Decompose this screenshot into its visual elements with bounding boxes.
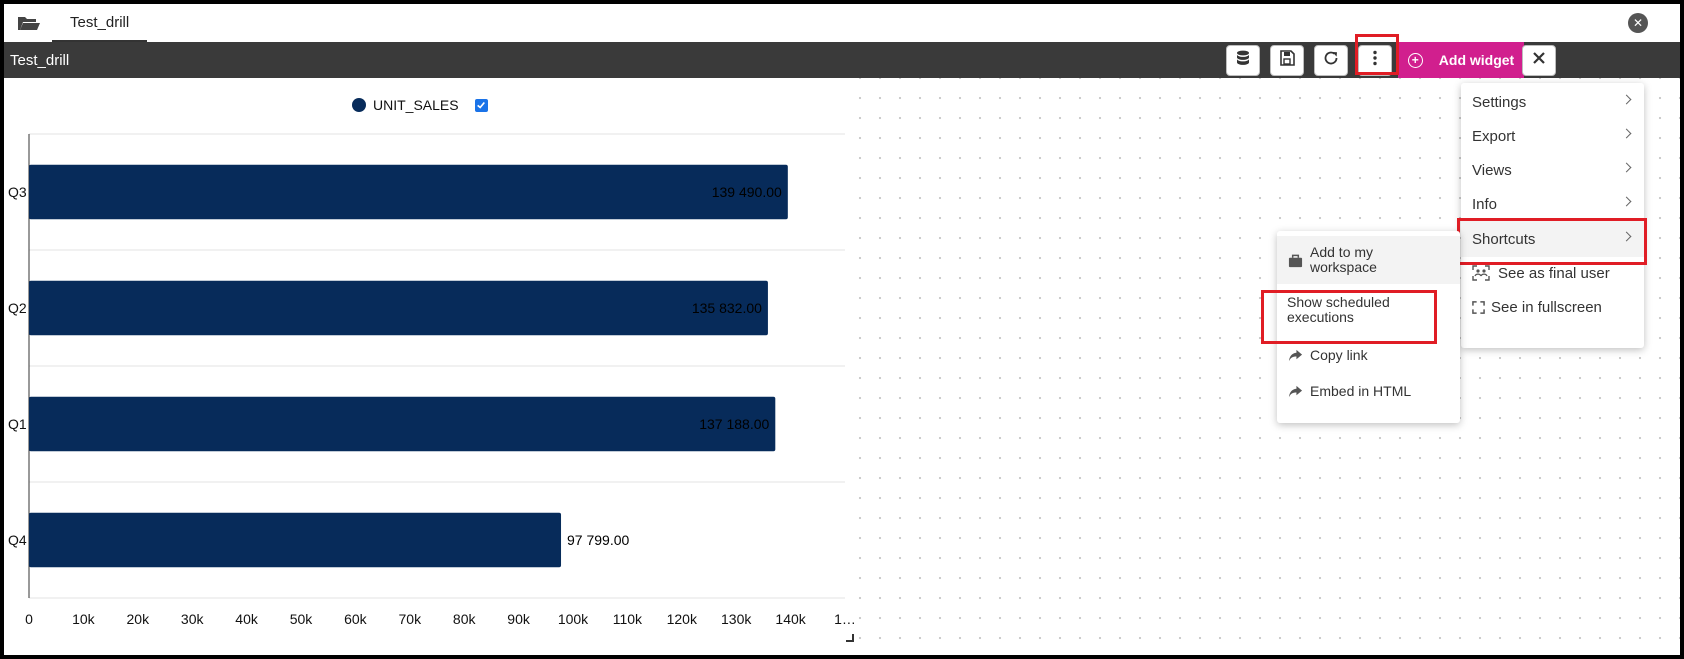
x-tick-label: 60k — [344, 611, 368, 627]
menu-item-see-as-final-user[interactable]: See as final user — [1461, 255, 1644, 291]
x-tick-label: 40k — [235, 611, 259, 627]
x-tick-label: 90k — [507, 611, 531, 627]
datasource-button[interactable] — [1226, 45, 1260, 76]
save-icon — [1278, 49, 1296, 72]
x-tick-label: 1… — [834, 611, 856, 627]
menu-item-label: Shortcuts — [1472, 230, 1536, 248]
save-button[interactable] — [1270, 45, 1304, 76]
x-tick-label: 20k — [127, 611, 151, 627]
fullscreen-icon — [1472, 299, 1485, 315]
menu-item-label: See in fullscreen — [1491, 298, 1602, 316]
bar[interactable] — [29, 280, 768, 336]
data-label: 137 188.00 — [699, 416, 769, 432]
menu-item-label: Info — [1472, 195, 1498, 213]
chevron-right-icon — [1621, 162, 1632, 173]
dashboard-title: Test_drill — [10, 51, 70, 69]
x-tick-label: 50k — [290, 611, 314, 627]
share-arrow-icon — [1287, 383, 1303, 399]
tab-bar: Test_drill ✕ — [4, 4, 1680, 42]
legend-swatch — [352, 98, 366, 112]
final-user-icon — [1472, 265, 1490, 281]
data-label: 97 799.00 — [567, 532, 629, 548]
data-label: 135 832.00 — [692, 300, 762, 316]
category-label: Q3 — [8, 184, 27, 200]
close-dashboard-button[interactable] — [1522, 45, 1556, 76]
more-vertical-icon — [1366, 49, 1384, 72]
x-tick-label: 70k — [399, 611, 423, 627]
x-tick-label: 140k — [775, 611, 806, 627]
menu-item-label: See as final user — [1498, 264, 1610, 282]
add-widget-label: Add widget — [1438, 52, 1515, 68]
legend-checkbox[interactable] — [474, 98, 488, 112]
resize-handle[interactable] — [846, 634, 854, 642]
chevron-right-icon — [1621, 128, 1632, 139]
submenu-item-copy-link[interactable]: Copy link — [1277, 337, 1460, 373]
tab-test-drill[interactable]: Test_drill — [52, 4, 148, 42]
submenu-item-label: Show scheduled executions — [1287, 294, 1390, 325]
menu-item-export[interactable]: Export — [1461, 118, 1644, 154]
refresh-button[interactable] — [1314, 45, 1348, 76]
share-arrow-icon — [1287, 347, 1303, 363]
menu-item-info[interactable]: Info — [1461, 186, 1644, 222]
data-label: 139 490.00 — [712, 184, 782, 200]
category-label: Q2 — [8, 300, 27, 316]
category-label: Q4 — [8, 532, 27, 548]
x-tick-label: 80k — [453, 611, 477, 627]
submenu-item-label: Copy link — [1310, 346, 1368, 363]
chevron-right-icon — [1621, 231, 1632, 242]
x-tick-label: 10k — [72, 611, 96, 627]
menu-item-label: Export — [1472, 127, 1516, 145]
chevron-right-icon — [1621, 94, 1632, 105]
bar[interactable] — [29, 164, 788, 220]
briefcase-icon — [1287, 252, 1303, 268]
x-tick-label: 120k — [667, 611, 698, 627]
menu-item-views[interactable]: Views — [1461, 152, 1644, 188]
menu-item-label: Views — [1472, 161, 1512, 179]
bar[interactable] — [29, 396, 776, 452]
x-tick-label: 30k — [181, 611, 205, 627]
x-tick-label: 0 — [25, 611, 33, 627]
add-widget-button[interactable]: + Add widget — [1398, 42, 1524, 78]
submenu-item-add-to-workspace[interactable]: Add to my workspace — [1277, 236, 1460, 284]
more-options-button[interactable] — [1358, 45, 1392, 76]
submenu-item-embed-in-html[interactable]: Embed in HTML — [1277, 373, 1460, 409]
x-tick-label: 130k — [721, 611, 752, 627]
menu-item-settings[interactable]: Settings — [1461, 84, 1644, 120]
shortcuts-submenu: Add to my workspace Show scheduled execu… — [1277, 231, 1460, 423]
submenu-item-label: Embed in HTML — [1310, 382, 1412, 399]
tab-label: Test_drill — [70, 13, 130, 31]
submenu-item-label: Add to my workspace — [1310, 244, 1377, 275]
refresh-icon — [1322, 49, 1340, 72]
menu-item-label: Settings — [1472, 93, 1527, 111]
database-icon — [1234, 49, 1252, 72]
bar[interactable] — [29, 512, 562, 568]
submenu-item-show-scheduled-executions[interactable]: Show scheduled executions — [1277, 288, 1460, 332]
folder-icon[interactable] — [16, 12, 42, 34]
x-tick-label: 100k — [558, 611, 589, 627]
dashboard-toolbar: Test_drill + Add widget — [4, 42, 1680, 78]
close-icon — [1530, 49, 1548, 72]
menu-item-shortcuts[interactable]: Shortcuts — [1461, 221, 1644, 257]
chart-legend: UNIT_SALES — [352, 96, 488, 114]
category-label: Q1 — [8, 416, 27, 432]
more-options-menu: Settings Export Views Info Shortcuts See… — [1461, 83, 1644, 348]
chevron-right-icon — [1621, 196, 1632, 207]
menu-item-see-in-fullscreen[interactable]: See in fullscreen — [1461, 289, 1644, 325]
x-tick-label: 110k — [613, 611, 643, 627]
close-tab-icon[interactable]: ✕ — [1628, 13, 1648, 33]
legend-label: UNIT_SALES — [373, 97, 459, 113]
bar-chart: Q3 139 490.00 Q2 135 832.00 Q1 137 188.00 Q4 97… — [8, 133, 856, 627]
add-circle-icon: + — [1407, 52, 1423, 68]
